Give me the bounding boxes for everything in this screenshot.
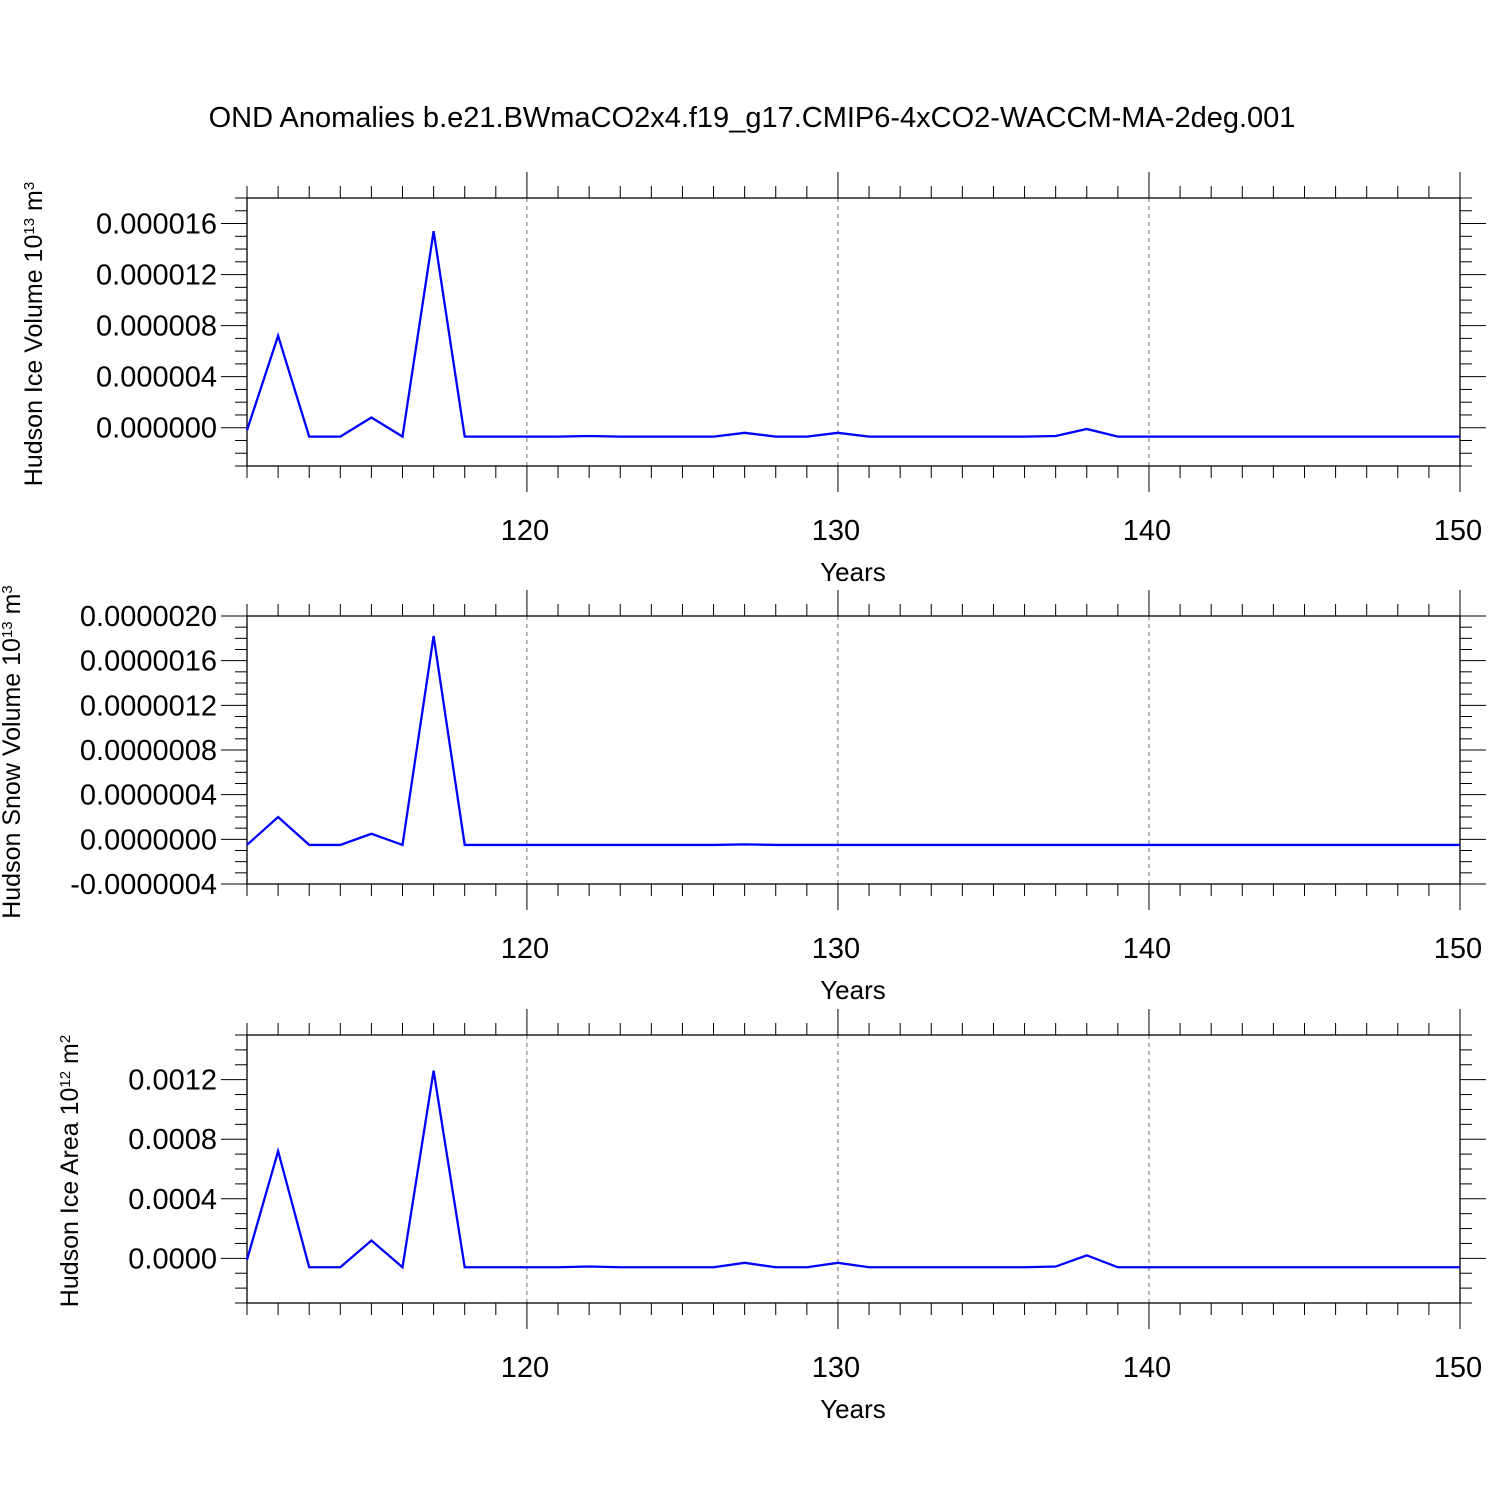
x-tick-label: 150	[1434, 933, 1482, 965]
y-tick-label: 0.0000016	[80, 646, 217, 678]
x-tick-label: 140	[1123, 933, 1171, 965]
x-tick-label: 120	[501, 515, 549, 547]
x-tick-label: 130	[812, 515, 860, 547]
x-tick-label: 150	[1434, 515, 1482, 547]
y-axis-label-unit-exponent: 3	[0, 585, 16, 593]
x-axis-label: Years	[820, 1394, 886, 1424]
series-line	[246, 635, 1460, 847]
y-tick-label: -0.0000004	[70, 869, 217, 901]
y-axis-label-unit: m	[0, 594, 26, 622]
series-line	[245, 231, 1460, 439]
y-axis-label-text: Hudson Snow Volume 10	[0, 638, 26, 919]
y-axis-label: Hudson Snow Volume 1013 m3	[0, 585, 26, 919]
y-tick-label: 0.000004	[96, 362, 217, 394]
panels: 0.0000000.0000040.0000080.0000120.000016…	[0, 172, 1486, 1424]
chart-panel-3: 0.0000 0.0004 0.0008 0.0012 120 130 140 150 Year…	[56, 1009, 1486, 1424]
y-axis-label-exponent: 13	[0, 621, 16, 638]
series-line	[245, 1070, 1460, 1270]
y-tick-label: 0.0000008	[80, 735, 217, 767]
y-axis-label-exponent: 12	[57, 1071, 74, 1088]
y-axis-label-unit: m	[56, 1043, 84, 1071]
y-axis-label-exponent: 13	[21, 218, 38, 235]
y-tick-label: 0.0000	[128, 1243, 217, 1275]
y-axis-label-unit: m	[20, 190, 48, 218]
plot-frame	[246, 1034, 1461, 1304]
x-tick-label: 130	[812, 933, 860, 965]
y-tick-label: 0.0008	[128, 1124, 217, 1156]
y-tick-label: 0.000012	[96, 260, 217, 292]
figure-title: OND Anomalies b.e21.BWmaCO2x4.f19_g17.CM…	[209, 102, 1296, 134]
y-axis-label: Hudson Ice Area 1012 m2	[56, 1035, 84, 1307]
chart-panel-1: 0.000000 0.000004 0.000008 0.000012 0.000016…	[20, 172, 1486, 587]
x-tick-label: 140	[1123, 515, 1171, 547]
y-tick-label: 0.0000012	[80, 690, 217, 722]
y-tick-label: 0.0000004	[80, 780, 217, 812]
y-tick-label: 0.000008	[96, 311, 217, 343]
chart-panel-2: -0.0000004 0.0000000 0.0000004 0.0000008 0.0…	[0, 585, 1486, 1005]
y-tick-label: 0.0000000	[80, 824, 217, 856]
x-tick-label: 150	[1434, 1352, 1482, 1384]
y-axis-label-text: Hudson Ice Volume 10	[20, 235, 48, 487]
y-tick-label: 0.0012	[128, 1065, 217, 1097]
x-tick-label: 130	[812, 1352, 860, 1384]
plot-frame	[246, 197, 1461, 467]
y-axis-label-unit-exponent: 2	[57, 1035, 74, 1043]
x-tick-label: 120	[501, 933, 549, 965]
y-tick-label: 0.0004	[128, 1184, 217, 1216]
x-axis-label: Years	[820, 975, 886, 1005]
y-tick-label: 0.0000020	[80, 601, 217, 633]
y-tick-label: 0.000000	[96, 413, 217, 445]
x-tick-label: 140	[1123, 1352, 1171, 1384]
y-tick-label: 0.000016	[96, 209, 217, 241]
x-tick-label: 120	[501, 1352, 549, 1384]
y-axis-label-text: Hudson Ice Area 10	[56, 1088, 84, 1308]
x-axis-label: Years	[820, 557, 886, 587]
y-axis-label: Hudson Ice Volume 1013 m3	[20, 182, 48, 486]
y-axis-label-unit-exponent: 3	[21, 182, 38, 190]
